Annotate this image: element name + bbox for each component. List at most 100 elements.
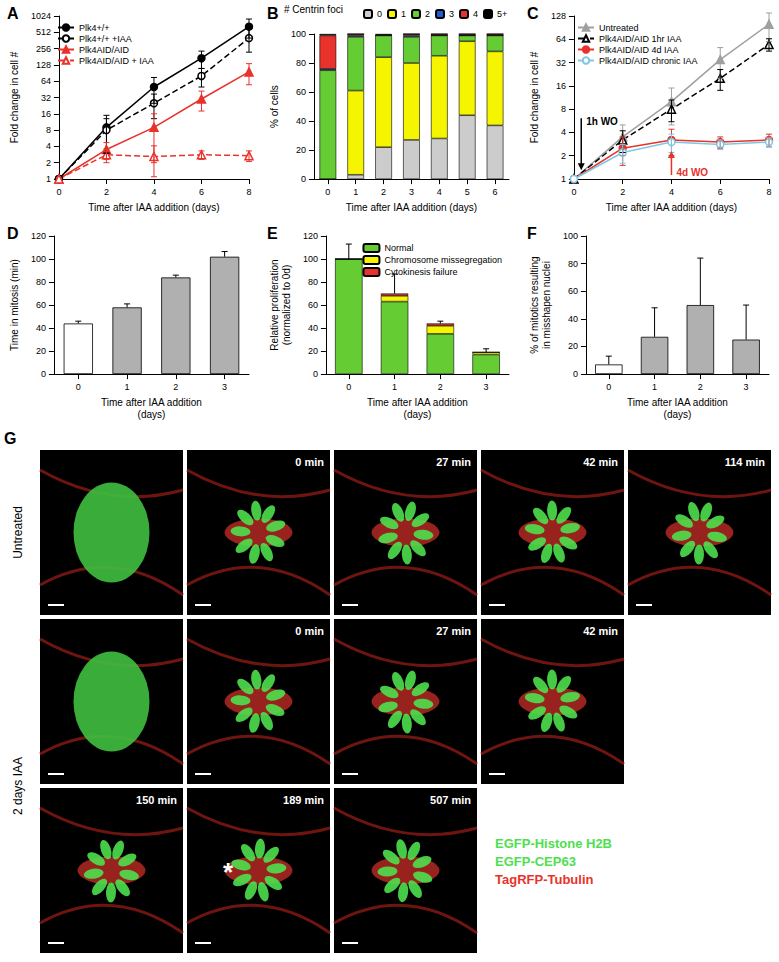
svg-text:1h WO: 1h WO <box>586 116 618 127</box>
svg-text:6: 6 <box>718 187 723 197</box>
svg-text:8: 8 <box>561 104 566 114</box>
svg-text:100: 100 <box>31 254 46 264</box>
svg-text:0: 0 <box>313 369 318 379</box>
svg-text:2: 2 <box>438 382 443 392</box>
svg-text:2: 2 <box>104 187 109 197</box>
svg-text:Fold change in cell #: Fold change in cell # <box>9 51 20 143</box>
svg-text:3: 3 <box>222 382 227 392</box>
svg-text:3: 3 <box>409 187 414 197</box>
svg-text:EGFP-Histone H2B: EGFP-Histone H2B <box>495 836 612 851</box>
svg-text:Cytokinesis failure: Cytokinesis failure <box>384 267 457 277</box>
svg-text:0: 0 <box>301 174 306 184</box>
svg-text:*: * <box>223 857 234 887</box>
svg-text:2: 2 <box>698 382 703 392</box>
svg-text:0: 0 <box>325 187 330 197</box>
svg-text:42 min: 42 min <box>583 625 618 637</box>
svg-text:1: 1 <box>652 382 657 392</box>
svg-text:2: 2 <box>46 158 51 168</box>
svg-text:(days): (days) <box>138 409 166 420</box>
svg-text:Time in mitosis (min): Time in mitosis (min) <box>9 259 20 351</box>
svg-text:(days): (days) <box>664 409 692 420</box>
svg-text:1: 1 <box>353 187 358 197</box>
svg-text:20: 20 <box>36 346 46 356</box>
svg-text:5+: 5+ <box>497 9 507 19</box>
svg-text:150 min: 150 min <box>136 794 177 806</box>
svg-text:4: 4 <box>561 127 566 137</box>
svg-text:2: 2 <box>620 187 625 197</box>
svg-text:0 min: 0 min <box>295 625 324 637</box>
svg-text:Time after IAA addition: Time after IAA addition <box>627 397 728 408</box>
svg-text:4d WO: 4d WO <box>676 167 708 178</box>
svg-text:0: 0 <box>76 382 81 392</box>
svg-text:B: B <box>267 5 279 22</box>
svg-text:0: 0 <box>41 369 46 379</box>
svg-text:4: 4 <box>151 187 156 197</box>
svg-text:80: 80 <box>296 58 306 68</box>
svg-text:64: 64 <box>41 76 51 86</box>
svg-text:16: 16 <box>556 81 566 91</box>
svg-text:512: 512 <box>36 27 51 37</box>
svg-text:40: 40 <box>36 323 46 333</box>
svg-text:2: 2 <box>425 9 430 19</box>
svg-text:Plk4AID/AID 1hr IAA: Plk4AID/AID 1hr IAA <box>599 34 682 44</box>
svg-text:EGFP-CEP63: EGFP-CEP63 <box>495 854 576 869</box>
svg-text:Plk4AID/AID chronic IAA: Plk4AID/AID chronic IAA <box>599 56 698 66</box>
svg-text:80: 80 <box>568 259 578 269</box>
svg-text:42 min: 42 min <box>583 456 618 468</box>
svg-text:128: 128 <box>551 11 566 21</box>
svg-text:4: 4 <box>46 141 51 151</box>
svg-text:1: 1 <box>125 382 130 392</box>
svg-text:Normal: Normal <box>384 243 413 253</box>
svg-text:256: 256 <box>36 44 51 54</box>
svg-text:128: 128 <box>36 60 51 70</box>
svg-text:Plk4+/+ +IAA: Plk4+/+ +IAA <box>79 34 132 44</box>
svg-text:1: 1 <box>46 174 51 184</box>
svg-text:0: 0 <box>56 187 61 197</box>
svg-text:4: 4 <box>473 9 478 19</box>
svg-text:27 min: 27 min <box>436 625 471 637</box>
svg-text:(normalized to 0d): (normalized to 0d) <box>281 265 292 346</box>
svg-text:60: 60 <box>36 300 46 310</box>
svg-text:Plk4AID/AID 4d IAA: Plk4AID/AID 4d IAA <box>599 45 679 55</box>
svg-text:C: C <box>527 5 539 22</box>
svg-text:F: F <box>527 225 537 242</box>
svg-text:5: 5 <box>465 187 470 197</box>
svg-text:0: 0 <box>606 382 611 392</box>
svg-text:D: D <box>7 225 19 242</box>
svg-text:27 min: 27 min <box>436 456 471 468</box>
svg-text:Plk4AID/AID: Plk4AID/AID <box>79 45 130 55</box>
svg-text:1: 1 <box>392 382 397 392</box>
svg-text:2: 2 <box>381 187 386 197</box>
svg-text:Fold change in cell #: Fold change in cell # <box>529 51 540 143</box>
svg-text:E: E <box>267 225 278 242</box>
svg-text:120: 120 <box>31 231 46 241</box>
svg-text:Untreated: Untreated <box>11 506 25 559</box>
svg-text:1024: 1024 <box>31 11 51 21</box>
svg-text:507 min: 507 min <box>430 794 471 806</box>
svg-text:Time after IAA addition (days): Time after IAA addition (days) <box>346 202 477 213</box>
svg-text:0: 0 <box>571 187 576 197</box>
svg-text:3: 3 <box>744 382 749 392</box>
svg-text:Relative proliferation: Relative proliferation <box>269 259 280 350</box>
svg-text:6: 6 <box>493 187 498 197</box>
svg-text:% of cells: % of cells <box>269 85 280 128</box>
svg-text:120: 120 <box>303 231 318 241</box>
svg-text:A: A <box>7 5 19 22</box>
svg-text:80: 80 <box>308 277 318 287</box>
svg-text:2 days IAA: 2 days IAA <box>11 757 25 815</box>
svg-text:16: 16 <box>41 109 51 119</box>
svg-text:60: 60 <box>296 87 306 97</box>
svg-text:3: 3 <box>484 382 489 392</box>
svg-text:100: 100 <box>563 231 578 241</box>
svg-text:100: 100 <box>291 29 306 39</box>
svg-text:60: 60 <box>568 286 578 296</box>
svg-text:1: 1 <box>561 174 566 184</box>
svg-text:20: 20 <box>296 145 306 155</box>
svg-text:Time after IAA addition: Time after IAA addition <box>101 397 202 408</box>
svg-text:Untreated: Untreated <box>599 23 639 33</box>
svg-text:Time after IAA addition: Time after IAA addition <box>367 397 468 408</box>
svg-text:3: 3 <box>449 9 454 19</box>
svg-text:114 min: 114 min <box>725 456 766 468</box>
svg-text:% of mitotics resulting: % of mitotics resulting <box>529 256 540 353</box>
svg-text:80: 80 <box>36 277 46 287</box>
